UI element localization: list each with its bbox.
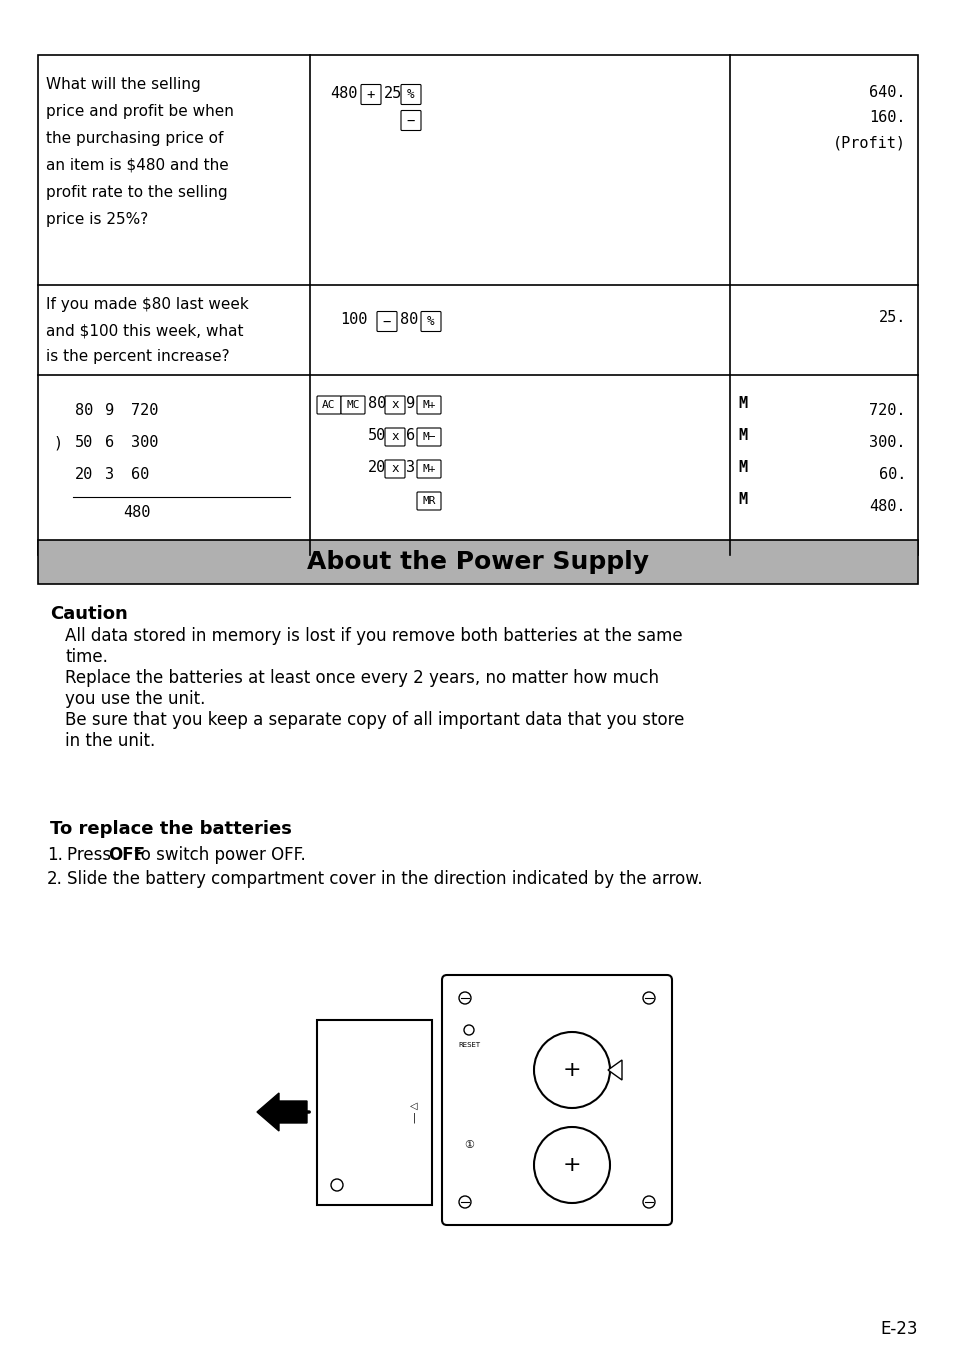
- Bar: [316, 1020, 432, 1205]
- FancyBboxPatch shape: [385, 395, 405, 414]
- Text: +: +: [366, 88, 375, 102]
- Text: M−: M−: [422, 432, 436, 441]
- Text: 9: 9: [105, 403, 114, 418]
- Text: 2.: 2.: [47, 871, 63, 888]
- Text: MR: MR: [422, 496, 436, 506]
- Polygon shape: [607, 1060, 621, 1080]
- FancyArrow shape: [256, 1093, 307, 1131]
- Text: 25: 25: [384, 85, 402, 100]
- FancyBboxPatch shape: [340, 395, 365, 414]
- FancyBboxPatch shape: [385, 428, 405, 445]
- Bar: [38, 56, 917, 555]
- FancyBboxPatch shape: [385, 460, 405, 478]
- Text: 80: 80: [75, 403, 93, 418]
- Text: 25.: 25.: [878, 310, 905, 325]
- Text: RESET: RESET: [457, 1043, 479, 1048]
- Text: you use the unit.: you use the unit.: [65, 691, 205, 708]
- FancyBboxPatch shape: [360, 84, 380, 104]
- Text: About the Power Supply: About the Power Supply: [307, 550, 648, 574]
- Text: 80: 80: [368, 395, 386, 410]
- Text: is the percent increase?: is the percent increase?: [46, 349, 230, 364]
- Text: 720.: 720.: [868, 403, 905, 418]
- Text: price is 25%?: price is 25%?: [46, 213, 148, 227]
- Text: 20: 20: [368, 459, 386, 474]
- Text: price and profit be when: price and profit be when: [46, 104, 233, 119]
- Text: M+: M+: [422, 399, 436, 410]
- Text: If you made $80 last week: If you made $80 last week: [46, 297, 249, 311]
- Text: 300: 300: [131, 435, 158, 450]
- FancyBboxPatch shape: [441, 975, 671, 1225]
- Text: 160.: 160.: [868, 110, 905, 125]
- Text: 3: 3: [105, 467, 114, 482]
- Text: 720: 720: [131, 403, 158, 418]
- Text: time.: time.: [65, 649, 108, 666]
- Text: 6: 6: [406, 428, 415, 443]
- Text: 60: 60: [131, 467, 149, 482]
- Text: 1.: 1.: [47, 846, 63, 864]
- Text: Press: Press: [67, 846, 116, 864]
- FancyBboxPatch shape: [400, 111, 420, 130]
- FancyBboxPatch shape: [400, 84, 420, 104]
- Text: 3: 3: [406, 459, 415, 474]
- Text: x: x: [391, 463, 398, 475]
- Text: AC: AC: [322, 399, 335, 410]
- FancyBboxPatch shape: [416, 492, 440, 510]
- Text: 50: 50: [75, 435, 93, 450]
- Text: in the unit.: in the unit.: [65, 733, 155, 750]
- Text: (Profit): (Profit): [832, 135, 905, 150]
- Text: x: x: [391, 431, 398, 444]
- FancyBboxPatch shape: [316, 395, 340, 414]
- FancyBboxPatch shape: [416, 460, 440, 478]
- Text: MC: MC: [346, 399, 359, 410]
- Text: ◁
|: ◁ |: [410, 1101, 417, 1122]
- Text: 480.: 480.: [868, 500, 905, 515]
- Text: 9: 9: [406, 395, 415, 410]
- Text: 80: 80: [399, 313, 417, 328]
- Text: 480: 480: [330, 85, 357, 100]
- FancyBboxPatch shape: [416, 395, 440, 414]
- Text: the purchasing price of: the purchasing price of: [46, 131, 223, 146]
- Text: to switch power OFF.: to switch power OFF.: [129, 846, 306, 864]
- Text: x: x: [391, 398, 398, 412]
- Text: OFF: OFF: [108, 846, 145, 864]
- Text: M+: M+: [422, 464, 436, 474]
- Text: 300.: 300.: [868, 435, 905, 450]
- Text: %: %: [407, 88, 415, 102]
- FancyBboxPatch shape: [376, 311, 396, 332]
- Text: an item is $480 and the: an item is $480 and the: [46, 158, 229, 173]
- Text: 60.: 60.: [878, 467, 905, 482]
- FancyBboxPatch shape: [420, 311, 440, 332]
- Text: −: −: [382, 314, 391, 329]
- Text: 640.: 640.: [868, 85, 905, 100]
- Text: M: M: [738, 428, 746, 443]
- Text: E-23: E-23: [880, 1320, 917, 1338]
- Text: +: +: [562, 1155, 580, 1175]
- Text: All data stored in memory is lost if you remove both batteries at the same: All data stored in memory is lost if you…: [65, 627, 682, 645]
- FancyBboxPatch shape: [416, 428, 440, 445]
- Text: M: M: [738, 459, 746, 474]
- Text: Be sure that you keep a separate copy of all important data that you store: Be sure that you keep a separate copy of…: [65, 711, 683, 728]
- Text: M: M: [738, 395, 746, 410]
- Text: M: M: [738, 492, 746, 506]
- Text: ①: ①: [463, 1140, 474, 1150]
- Text: What will the selling: What will the selling: [46, 77, 200, 92]
- Text: To replace the batteries: To replace the batteries: [50, 821, 292, 838]
- Text: Slide the battery compartment cover in the direction indicated by the arrow.: Slide the battery compartment cover in t…: [67, 871, 702, 888]
- Text: Replace the batteries at least once every 2 years, no matter how much: Replace the batteries at least once ever…: [65, 669, 659, 686]
- Bar: [38, 540, 917, 584]
- Text: +: +: [562, 1060, 580, 1080]
- Text: and $100 this week, what: and $100 this week, what: [46, 324, 243, 338]
- Text: profit rate to the selling: profit rate to the selling: [46, 185, 228, 200]
- Text: 100: 100: [339, 313, 367, 328]
- Text: 6: 6: [105, 435, 114, 450]
- Text: 480: 480: [123, 505, 151, 520]
- Text: 50: 50: [368, 428, 386, 443]
- Text: 20: 20: [75, 467, 93, 482]
- Text: ): ): [53, 435, 62, 450]
- Text: %: %: [427, 315, 435, 328]
- Text: Caution: Caution: [50, 605, 128, 623]
- Text: −: −: [406, 114, 415, 127]
